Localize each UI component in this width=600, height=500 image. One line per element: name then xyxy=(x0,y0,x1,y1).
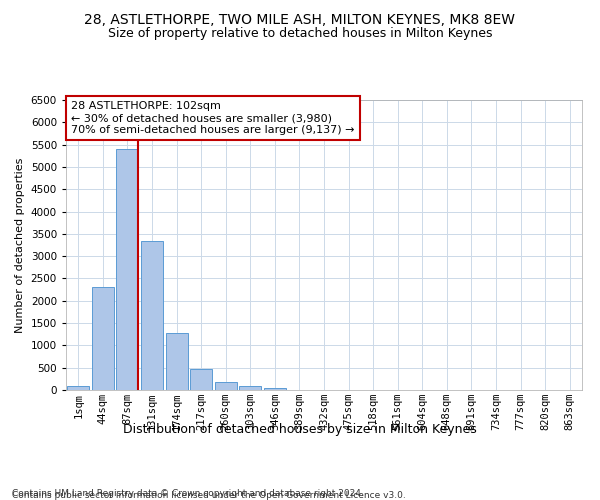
Text: 28, ASTLETHORPE, TWO MILE ASH, MILTON KEYNES, MK8 8EW: 28, ASTLETHORPE, TWO MILE ASH, MILTON KE… xyxy=(85,12,515,26)
Text: Size of property relative to detached houses in Milton Keynes: Size of property relative to detached ho… xyxy=(108,28,492,40)
Text: Contains HM Land Registry data © Crown copyright and database right 2024.: Contains HM Land Registry data © Crown c… xyxy=(12,488,364,498)
Text: Distribution of detached houses by size in Milton Keynes: Distribution of detached houses by size … xyxy=(123,422,477,436)
Bar xyxy=(239,386,262,390)
Bar xyxy=(264,388,286,390)
Bar xyxy=(215,382,237,390)
Bar xyxy=(190,369,212,390)
Text: 28 ASTLETHORPE: 102sqm
← 30% of detached houses are smaller (3,980)
70% of semi-: 28 ASTLETHORPE: 102sqm ← 30% of detached… xyxy=(71,102,355,134)
Bar xyxy=(67,386,89,390)
Bar xyxy=(116,149,139,390)
Bar xyxy=(92,288,114,390)
Bar xyxy=(166,334,188,390)
Text: Contains public sector information licensed under the Open Government Licence v3: Contains public sector information licen… xyxy=(12,491,406,500)
Bar xyxy=(141,240,163,390)
Y-axis label: Number of detached properties: Number of detached properties xyxy=(15,158,25,332)
